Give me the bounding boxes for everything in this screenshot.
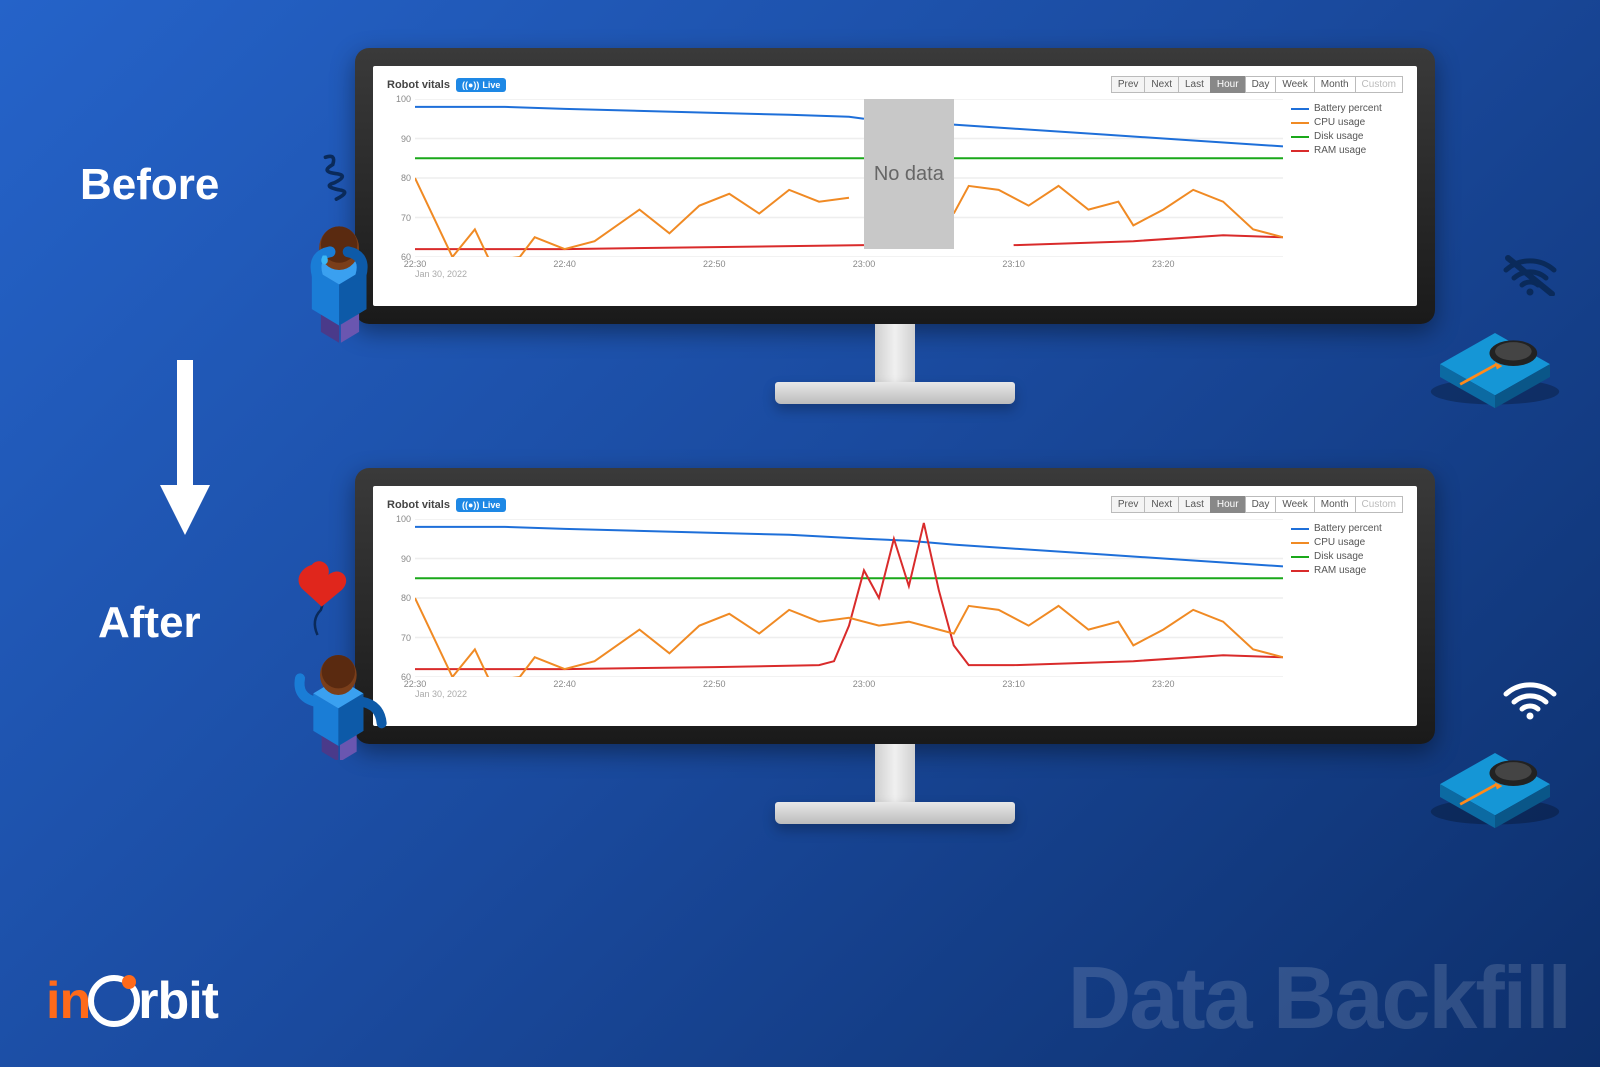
robot-after [1420,720,1570,830]
live-badge[interactable]: ((●)) Live [456,78,506,92]
range-hour-button[interactable]: Hour [1210,76,1246,93]
legend-swatch [1291,570,1309,572]
live-label: Live [482,80,500,90]
legend-item: RAM usage [1291,565,1403,576]
footer-watermark: Data Backfill [1068,947,1570,1049]
range-month-button[interactable]: Month [1314,76,1356,93]
chart-title: Robot vitals ((●)) Live [387,498,506,512]
legend-label: CPU usage [1314,537,1365,548]
arrow-down-icon [155,360,215,540]
legend-swatch [1291,556,1309,558]
after-label: After [98,598,201,648]
range-day-button[interactable]: Day [1245,496,1277,513]
nav-prev-button[interactable]: Prev [1111,76,1146,93]
plot-area-after [415,519,1283,677]
character-before [270,150,390,350]
live-label: Live [482,500,500,510]
x-axis: 22:3022:4022:5023:0023:1023:20Jan 30, 20… [415,259,1283,279]
range-custom-button[interactable]: Custom [1355,496,1403,513]
legend-item: Disk usage [1291,131,1403,142]
y-axis: 60708090100 [387,99,413,257]
range-week-button[interactable]: Week [1275,496,1314,513]
legend-swatch [1291,108,1309,110]
nav-last-button[interactable]: Last [1178,76,1211,93]
no-data-text: No data [874,163,944,186]
before-monitor: Robot vitals ((●)) Live PrevNextLastHour… [355,48,1435,404]
legend: Battery percent CPU usage Disk usage RAM us… [1283,99,1403,279]
range-button-group: PrevNextLastHourDayWeekMonthCustom [1112,496,1403,513]
logo-orb-icon [88,975,140,1027]
logo-rbit: rbit [138,971,218,1031]
legend-label: CPU usage [1314,117,1365,128]
legend-label: Battery percent [1314,523,1382,534]
legend-label: RAM usage [1314,565,1366,576]
legend-swatch [1291,542,1309,544]
chart-title: Robot vitals ((●)) Live [387,78,506,92]
range-month-button[interactable]: Month [1314,496,1356,513]
no-data-overlay: No data [864,99,954,249]
robot-before [1420,300,1570,410]
chart-title-text: Robot vitals [387,79,450,91]
legend-label: Disk usage [1314,131,1363,142]
before-label: Before [80,160,219,210]
plot-area-before: No data [415,99,1283,257]
range-custom-button[interactable]: Custom [1355,76,1403,93]
legend-label: Battery percent [1314,103,1382,114]
after-chart-panel: Robot vitals ((●)) Live PrevNextLastHour… [373,486,1417,726]
character-after [270,560,390,760]
live-badge[interactable]: ((●)) Live [456,498,506,512]
inorbit-logo: in rbit [46,971,218,1031]
range-button-group: PrevNextLastHourDayWeekMonthCustom [1112,76,1403,93]
nav-last-button[interactable]: Last [1178,496,1211,513]
legend-item: CPU usage [1291,537,1403,548]
legend-swatch [1291,122,1309,124]
legend-swatch [1291,136,1309,138]
legend-label: Disk usage [1314,551,1363,562]
x-axis: 22:3022:4022:5023:0023:1023:20Jan 30, 20… [415,679,1283,699]
legend-label: RAM usage [1314,145,1366,156]
frustration-icon [325,156,344,199]
nav-next-button[interactable]: Next [1144,76,1179,93]
chart-title-text: Robot vitals [387,499,450,511]
legend: Battery percent CPU usage Disk usage RAM us… [1283,519,1403,699]
heart-icon [299,561,347,635]
legend-item: Battery percent [1291,523,1403,534]
range-day-button[interactable]: Day [1245,76,1277,93]
range-hour-button[interactable]: Hour [1210,496,1246,513]
legend-swatch [1291,150,1309,152]
legend-item: Battery percent [1291,103,1403,114]
range-week-button[interactable]: Week [1275,76,1314,93]
legend-swatch [1291,528,1309,530]
before-chart-panel: Robot vitals ((●)) Live PrevNextLastHour… [373,66,1417,306]
nav-prev-button[interactable]: Prev [1111,496,1146,513]
y-axis: 60708090100 [387,519,413,677]
nav-next-button[interactable]: Next [1144,496,1179,513]
after-monitor: Robot vitals ((●)) Live PrevNextLastHour… [355,468,1435,824]
legend-item: RAM usage [1291,145,1403,156]
wifi-on-icon [1500,676,1560,720]
logo-in: in [46,971,90,1031]
legend-item: Disk usage [1291,551,1403,562]
legend-item: CPU usage [1291,117,1403,128]
wifi-off-icon [1500,252,1560,296]
